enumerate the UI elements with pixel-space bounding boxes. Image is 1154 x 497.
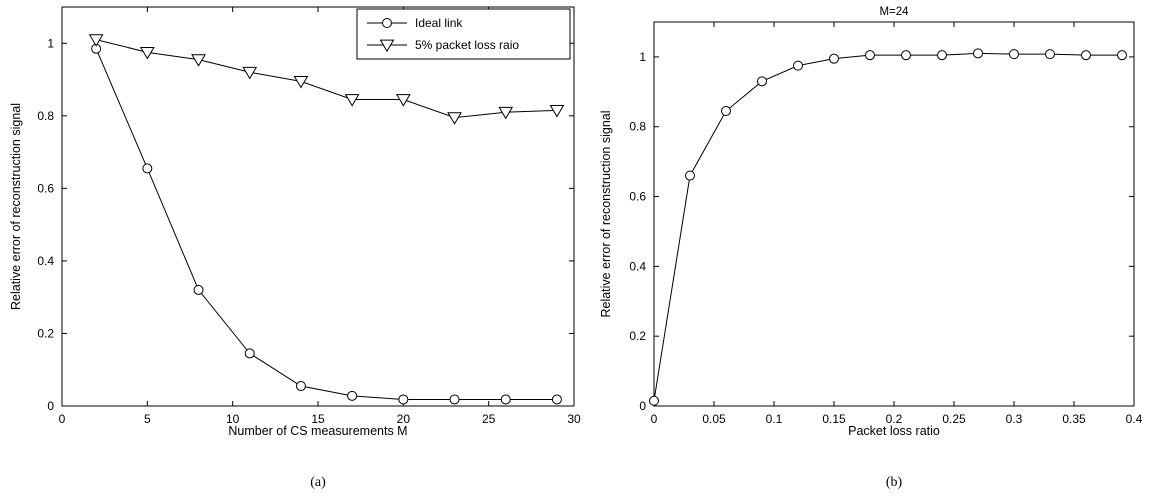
series-line-a-1 [96, 39, 557, 119]
x-tick-label: 0.25 [942, 412, 966, 426]
ticks-b: 0 0.05 0.1 0.15 0.2 0.25 0.3 0.35 0.4 0 0.2 0.4 0.6 0… [629, 22, 1143, 426]
data-point-triangle [549, 105, 565, 118]
ticks-a: 0 5 10 15 20 25 30 0 0.2 0.4 0.6 0.8 1 [37, 7, 581, 426]
y-tick-label: 0.2 [37, 326, 54, 340]
data-point-triangle [395, 94, 411, 107]
data-point-circle [865, 50, 875, 61]
plot-frame-a [61, 6, 575, 407]
y-tick-label: 1 [639, 50, 646, 64]
x-tick-label: 5 [144, 412, 151, 426]
x-tick-label: 0.35 [1062, 412, 1086, 426]
data-point-circle [1045, 49, 1055, 60]
plot-frame-b [653, 21, 1135, 407]
data-point-circle [973, 48, 983, 59]
chart-title-b: M=24 [879, 6, 909, 18]
y-tick-label: 0 [639, 399, 646, 413]
x-tick-label: 10 [226, 412, 240, 426]
x-tick-label: 0.15 [822, 412, 846, 426]
x-tick-label: 15 [311, 412, 325, 426]
data-point-circle [551, 394, 562, 405]
x-tick-label: 30 [567, 412, 581, 426]
y-tick-label: 0.4 [37, 254, 54, 268]
chart-b: 0 0.05 0.1 0.15 0.2 0.25 0.3 0.35 0.4 0 0.2 0.4 0.6 0… [599, 6, 1143, 490]
data-point-circle [757, 76, 767, 87]
caption-a: (a) [310, 475, 326, 490]
data-point-triangle [88, 34, 104, 47]
caption-b: (b) [886, 475, 903, 490]
data-point-circle [793, 60, 803, 71]
data-point-circle [685, 170, 695, 181]
data-point-circle [721, 106, 731, 117]
data-point-circle [1081, 50, 1091, 61]
data-point-circle [295, 381, 306, 392]
data-point-circle [398, 394, 409, 405]
data-point-circle [347, 390, 358, 401]
data-point-circle [449, 394, 460, 405]
y-tick-label: 0.2 [629, 329, 646, 343]
data-point-circle [1117, 50, 1127, 61]
data-point-circle [1009, 49, 1019, 60]
data-point-triangle [344, 94, 360, 107]
y-tick-label: 0 [47, 399, 54, 413]
x-tick-label: 25 [482, 412, 496, 426]
legend-marker-circle [382, 18, 392, 28]
x-axis-label-a: Number of CS measurements M [228, 424, 407, 438]
series-line-b-0 [653, 52, 1122, 401]
data-point-circle [829, 53, 839, 64]
data-point-circle [142, 163, 153, 174]
legend-box [356, 8, 571, 60]
x-tick-label: 0 [59, 412, 66, 426]
series-b [649, 48, 1127, 406]
series-a [88, 34, 565, 405]
data-point-circle [193, 284, 204, 295]
y-axis-label-a: Relative error of reconstruction signal [9, 103, 23, 310]
data-point-circle [937, 50, 947, 61]
x-tick-label: 0.05 [702, 412, 726, 426]
series-line-a-0 [95, 48, 557, 400]
x-axis-label-b: Packet loss ratio [848, 424, 940, 438]
y-tick-label: 0.4 [629, 259, 646, 273]
y-tick-label: 0.8 [629, 120, 646, 134]
x-tick-label: 0.1 [766, 412, 783, 426]
data-point-circle [649, 395, 659, 406]
x-tick-label: 20 [397, 412, 411, 426]
x-tick-label: 0.4 [1126, 412, 1143, 426]
data-point-triangle [242, 66, 258, 80]
data-point-triangle [447, 112, 462, 125]
y-tick-label: 0.8 [37, 109, 54, 123]
data-point-circle [500, 394, 511, 405]
legend-marker-triangle [379, 39, 395, 53]
y-tick-label: 0.6 [629, 190, 646, 204]
x-tick-label: 0.2 [886, 412, 903, 426]
y-tick-label: 0.6 [37, 181, 54, 195]
chart-a: 0 5 10 15 20 25 30 0 0.2 0.4 0.6 0.8 1 Ideal link 5% … [9, 6, 581, 490]
data-point-triangle [498, 106, 514, 120]
legend-label: Ideal link [415, 16, 463, 30]
x-tick-label: 0 [651, 412, 658, 426]
data-point-triangle [139, 46, 155, 60]
x-tick-label: 0.3 [1006, 412, 1023, 426]
data-point-circle [244, 348, 255, 359]
data-point-triangle [191, 54, 206, 67]
y-tick-label: 1 [47, 36, 54, 50]
data-point-circle [901, 50, 911, 61]
legend: Ideal link 5% packet loss raio [356, 8, 571, 60]
data-point-triangle [293, 75, 309, 89]
legend-label: 5% packet loss raio [415, 38, 519, 52]
y-axis-label-b: Relative error of reconstruction signal [599, 110, 613, 317]
